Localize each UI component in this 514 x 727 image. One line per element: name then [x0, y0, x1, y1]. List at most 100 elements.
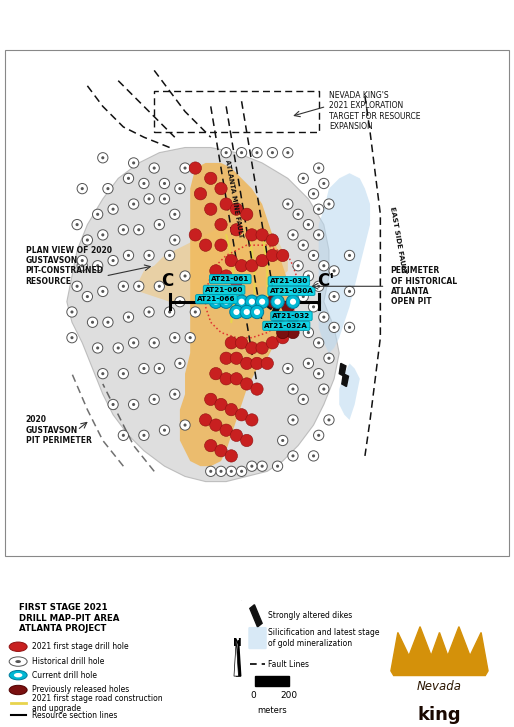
Circle shape [282, 301, 294, 313]
Circle shape [283, 364, 293, 374]
Circle shape [291, 387, 295, 390]
Circle shape [210, 265, 222, 277]
Circle shape [238, 299, 245, 305]
Circle shape [149, 337, 159, 348]
Circle shape [230, 429, 243, 441]
Circle shape [93, 209, 103, 220]
Circle shape [144, 307, 154, 317]
Circle shape [230, 305, 243, 318]
Circle shape [283, 148, 293, 158]
Circle shape [324, 353, 334, 364]
Circle shape [77, 260, 87, 271]
Circle shape [344, 250, 355, 260]
Circle shape [333, 295, 336, 298]
Circle shape [307, 275, 310, 278]
Circle shape [76, 285, 79, 288]
Circle shape [81, 259, 84, 262]
Circle shape [153, 341, 156, 345]
FancyBboxPatch shape [1, 598, 244, 726]
Text: 0: 0 [250, 691, 256, 699]
Circle shape [245, 295, 259, 308]
Circle shape [317, 434, 320, 437]
Circle shape [244, 309, 250, 315]
Circle shape [112, 259, 115, 262]
Circle shape [77, 255, 87, 266]
Circle shape [117, 347, 120, 350]
Circle shape [98, 369, 108, 379]
Circle shape [82, 292, 93, 302]
Circle shape [173, 336, 176, 340]
Circle shape [149, 394, 159, 404]
Circle shape [317, 372, 320, 375]
Circle shape [93, 260, 103, 271]
Circle shape [14, 673, 23, 678]
Circle shape [183, 166, 187, 169]
Circle shape [251, 383, 263, 395]
Circle shape [220, 352, 232, 364]
Circle shape [327, 418, 331, 422]
Circle shape [266, 234, 279, 246]
Circle shape [223, 299, 229, 305]
Circle shape [293, 260, 303, 271]
Circle shape [91, 321, 94, 324]
Circle shape [329, 266, 339, 276]
Circle shape [101, 156, 104, 159]
Circle shape [291, 418, 295, 422]
Circle shape [230, 373, 243, 385]
Circle shape [210, 419, 222, 431]
Text: 2021 first stage road construction
and upgrade: 2021 first stage road construction and u… [32, 694, 163, 713]
Text: AT21-030: AT21-030 [270, 278, 308, 284]
Circle shape [93, 343, 103, 353]
Polygon shape [236, 640, 241, 676]
Polygon shape [342, 374, 348, 387]
Text: Historical drill hole: Historical drill hole [32, 657, 105, 666]
Circle shape [319, 178, 329, 188]
Circle shape [241, 378, 253, 390]
Circle shape [319, 312, 329, 322]
Circle shape [230, 275, 243, 287]
Circle shape [205, 439, 217, 451]
Circle shape [221, 148, 231, 158]
Circle shape [235, 337, 248, 349]
Text: king: king [418, 706, 461, 724]
Circle shape [180, 163, 190, 173]
Text: Strongly altered dikes: Strongly altered dikes [268, 611, 353, 619]
Text: PLAN VIEW OF 2020
GUSTAVSON
PIT-CONSTRAINED
RESOURCE: PLAN VIEW OF 2020 GUSTAVSON PIT-CONSTRAI… [26, 246, 112, 286]
Circle shape [142, 182, 145, 185]
Circle shape [219, 470, 223, 473]
Text: C': C' [317, 273, 334, 290]
Circle shape [81, 187, 84, 190]
Circle shape [327, 203, 331, 206]
Circle shape [153, 166, 156, 169]
Circle shape [163, 182, 166, 185]
Circle shape [183, 424, 187, 427]
Circle shape [87, 317, 98, 327]
Circle shape [344, 322, 355, 332]
Circle shape [225, 254, 237, 267]
Circle shape [324, 415, 334, 425]
Circle shape [288, 451, 298, 461]
Circle shape [215, 398, 227, 411]
FancyBboxPatch shape [5, 50, 509, 556]
Circle shape [278, 435, 288, 446]
Circle shape [173, 393, 176, 395]
Circle shape [308, 188, 319, 199]
Circle shape [317, 166, 320, 169]
Circle shape [256, 229, 268, 241]
Circle shape [291, 233, 295, 236]
Circle shape [290, 299, 296, 305]
Circle shape [303, 220, 314, 230]
Circle shape [148, 197, 151, 201]
Circle shape [139, 430, 149, 441]
Circle shape [82, 235, 93, 245]
Circle shape [319, 384, 329, 394]
Circle shape [219, 295, 233, 308]
Circle shape [76, 223, 79, 226]
Circle shape [307, 223, 310, 226]
Circle shape [101, 290, 104, 293]
Circle shape [241, 357, 253, 369]
Circle shape [344, 286, 355, 297]
Circle shape [240, 151, 243, 154]
Circle shape [122, 285, 125, 288]
Circle shape [220, 198, 232, 210]
